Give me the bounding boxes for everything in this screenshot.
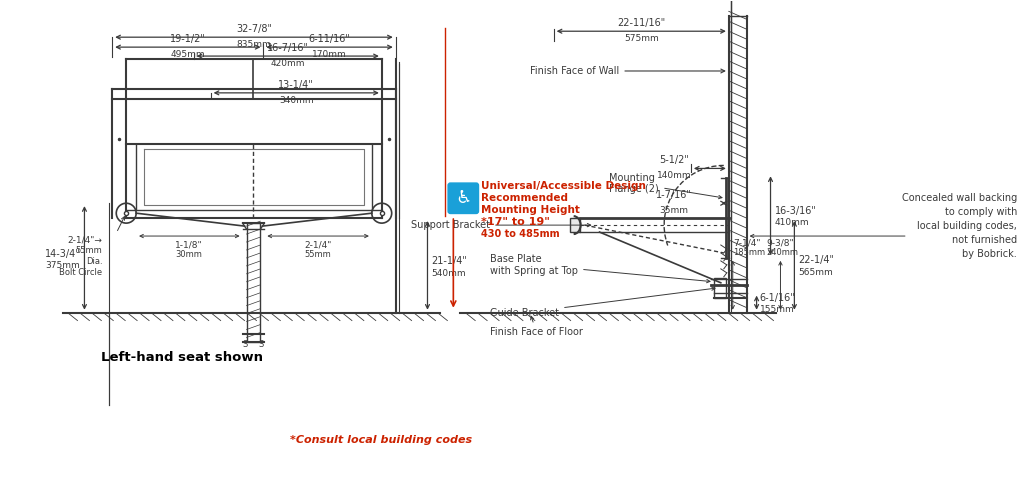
- Text: 32-7/8": 32-7/8": [236, 24, 272, 34]
- Text: 55mm: 55mm: [304, 250, 331, 259]
- Text: 410mm: 410mm: [775, 218, 809, 227]
- Text: Support Bracket: Support Bracket: [411, 220, 590, 230]
- Text: Base Plate
with Spring at Top: Base Plate with Spring at Top: [490, 254, 710, 283]
- Text: 22-1/4": 22-1/4": [798, 255, 834, 265]
- Text: 420mm: 420mm: [271, 59, 305, 68]
- Text: 170mm: 170mm: [313, 50, 346, 59]
- Text: ♿: ♿: [455, 189, 472, 207]
- Text: 16-7/16": 16-7/16": [266, 43, 309, 53]
- Polygon shape: [570, 218, 579, 232]
- Text: Guide Bracket: Guide Bracket: [490, 287, 715, 318]
- Text: 835mm: 835mm: [237, 40, 272, 49]
- Text: 14-3/4": 14-3/4": [45, 249, 81, 259]
- Text: 19-1/2": 19-1/2": [170, 34, 206, 44]
- Text: 16-3/16": 16-3/16": [775, 205, 816, 216]
- Text: 13-1/4": 13-1/4": [279, 80, 314, 90]
- Text: 495mm: 495mm: [170, 50, 205, 59]
- Text: 2-1/4"→: 2-1/4"→: [68, 236, 102, 244]
- Bar: [713, 278, 726, 298]
- Text: 55mm: 55mm: [76, 246, 102, 255]
- Text: 430 to 485mm: 430 to 485mm: [481, 229, 560, 239]
- Text: *Consult local building codes: *Consult local building codes: [290, 435, 472, 445]
- Text: 22-11/16": 22-11/16": [617, 18, 665, 28]
- Text: Dia.: Dia.: [86, 257, 102, 266]
- Text: *17" to 19": *17" to 19": [481, 217, 550, 227]
- Text: 140mm: 140mm: [657, 171, 692, 181]
- Text: Concealed wall backing
to comply with
local building codes,
not furnished
by Bob: Concealed wall backing to comply with lo…: [902, 193, 1017, 259]
- Text: 240mm: 240mm: [767, 248, 798, 258]
- Text: S: S: [258, 341, 264, 349]
- Text: Recommended: Recommended: [481, 193, 568, 203]
- Text: 1-7/16": 1-7/16": [656, 190, 692, 200]
- Text: 1-1/8": 1-1/8": [175, 240, 203, 249]
- Text: 540mm: 540mm: [432, 269, 466, 278]
- Text: Left-hand seat shown: Left-hand seat shown: [100, 351, 262, 364]
- Text: 6-11/16": 6-11/16": [309, 34, 351, 44]
- Text: 7-1/4": 7-1/4": [733, 239, 761, 247]
- Text: 155mm: 155mm: [760, 305, 794, 314]
- Bar: [247, 223, 260, 343]
- Text: Finish Face of Floor: Finish Face of Floor: [490, 316, 583, 338]
- Text: 2-1/4": 2-1/4": [304, 240, 332, 249]
- Text: 5-1/2": 5-1/2": [659, 156, 689, 165]
- Text: 30mm: 30mm: [175, 250, 202, 259]
- Text: Bolt Circle: Bolt Circle: [59, 268, 102, 277]
- Text: Mounting Height: Mounting Height: [481, 205, 580, 215]
- Text: 6-1/16": 6-1/16": [760, 293, 795, 303]
- Text: S: S: [243, 341, 248, 349]
- Text: 340mm: 340mm: [279, 96, 314, 105]
- Text: Mounting
Flange (2): Mounting Flange (2): [610, 173, 722, 199]
- Text: Universal/Accessible Design: Universal/Accessible Design: [481, 182, 646, 191]
- Text: 21-1/4": 21-1/4": [432, 256, 467, 266]
- Text: 35mm: 35mm: [659, 206, 689, 215]
- Text: 375mm: 375mm: [46, 262, 81, 270]
- Text: 185mm: 185mm: [733, 248, 765, 258]
- FancyBboxPatch shape: [447, 183, 480, 214]
- Text: 575mm: 575mm: [624, 34, 659, 43]
- Text: 565mm: 565mm: [798, 268, 833, 277]
- Text: Finish Face of Wall: Finish Face of Wall: [530, 66, 725, 76]
- Text: 9-3/8": 9-3/8": [767, 239, 794, 247]
